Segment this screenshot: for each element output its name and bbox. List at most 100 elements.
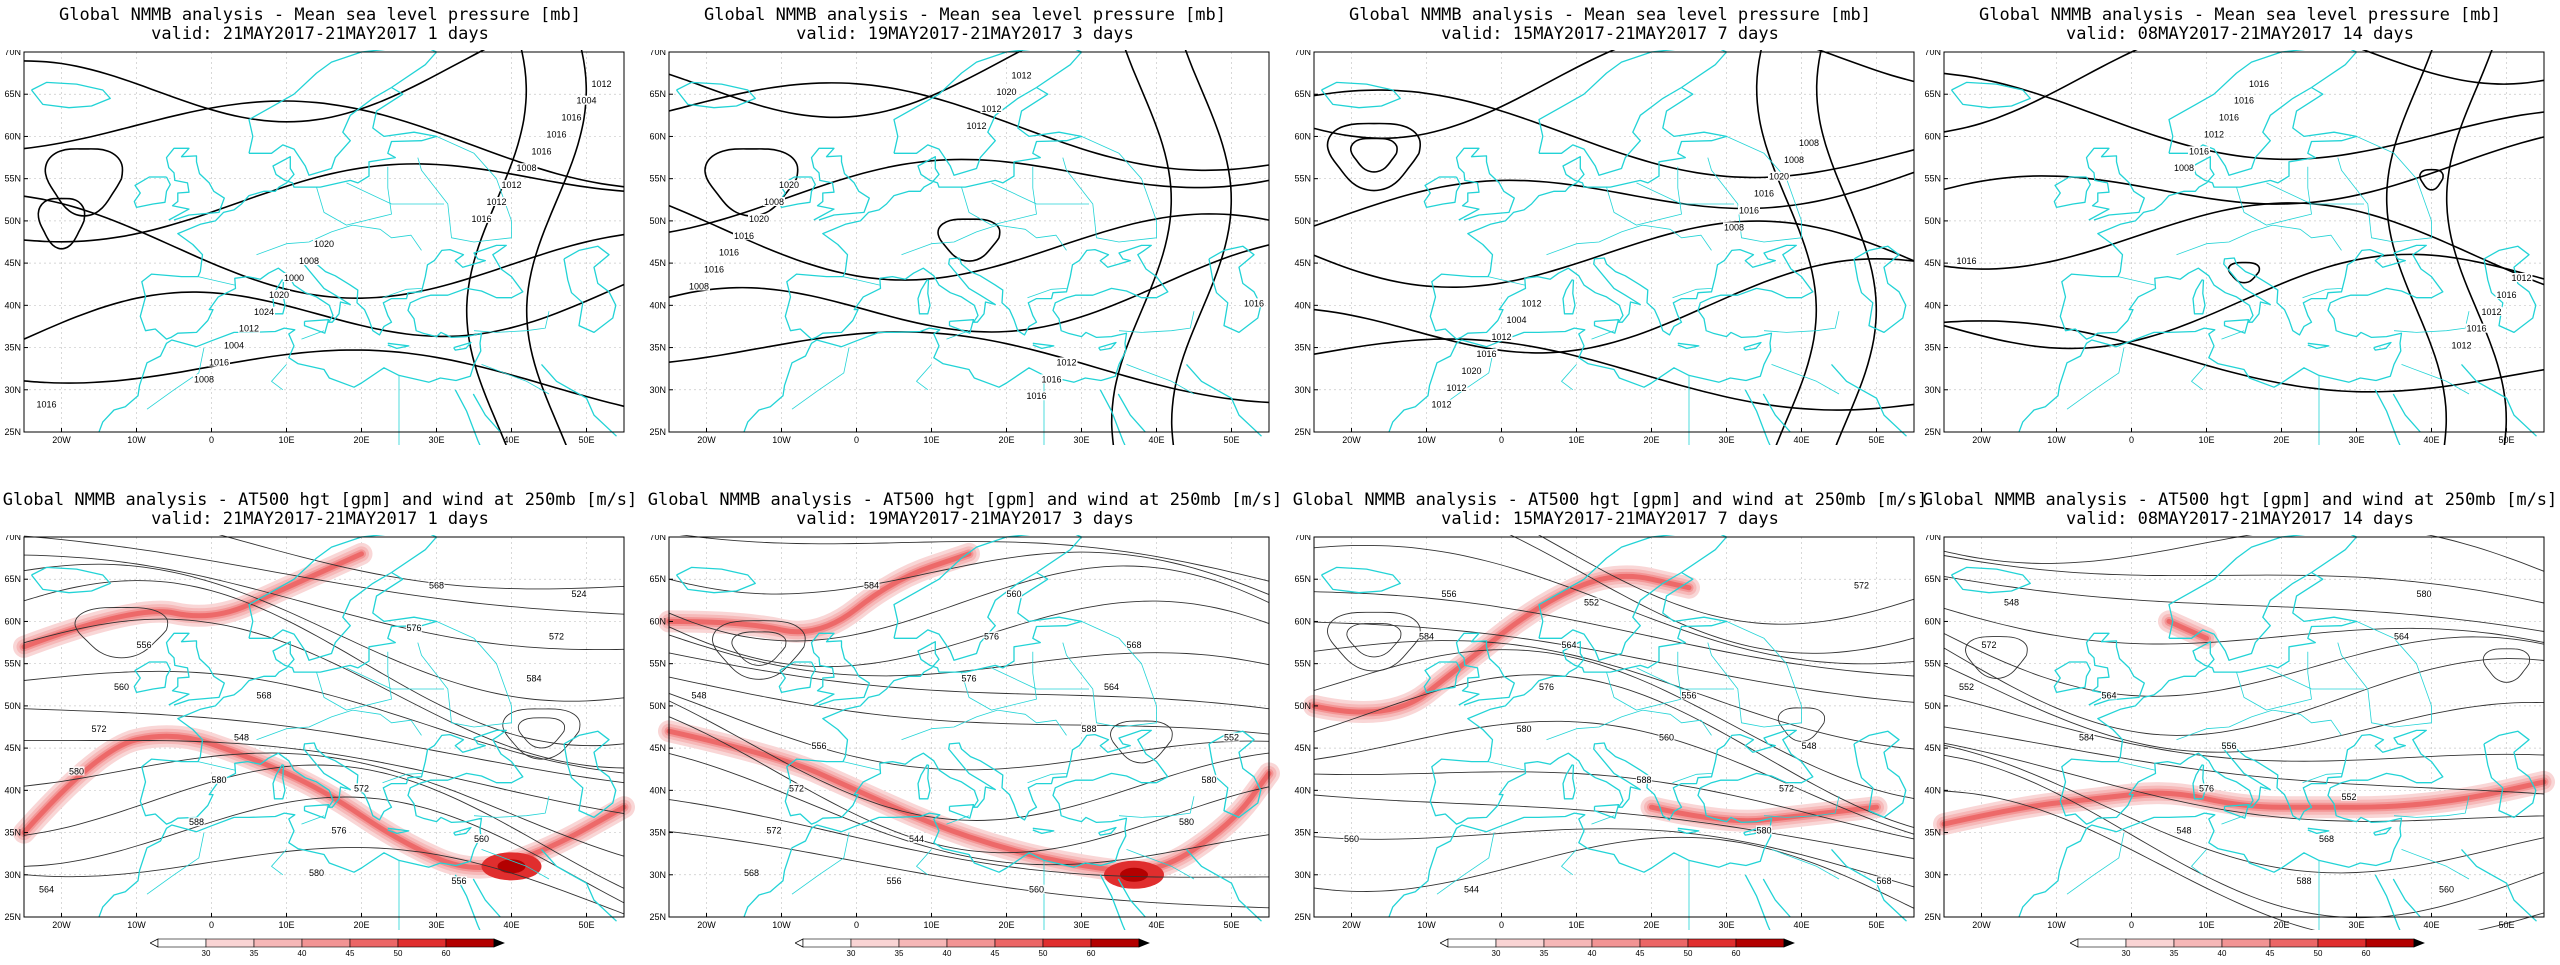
lon-tick-label: 0 bbox=[209, 435, 214, 445]
height-label: 584 bbox=[2079, 733, 2094, 743]
lon-tick-label: 20W bbox=[697, 920, 716, 930]
colorbar-swatch bbox=[2270, 939, 2318, 947]
lat-tick-label: 55N bbox=[1924, 174, 1941, 184]
colorbar-swatch bbox=[158, 939, 206, 947]
lon-tick-label: 10E bbox=[923, 920, 939, 930]
lat-tick-label: 70N bbox=[1294, 50, 1311, 57]
isobar-label: 1020 bbox=[779, 180, 799, 190]
lat-tick-label: 40N bbox=[1924, 785, 1941, 795]
lat-tick-label: 35N bbox=[4, 343, 21, 353]
lon-tick-label: 10W bbox=[772, 920, 791, 930]
isobar-label: 1012 bbox=[591, 79, 611, 89]
height-label: 576 bbox=[1539, 682, 1554, 692]
colorbar-swatch bbox=[1496, 939, 1544, 947]
colorbar-swatch bbox=[803, 939, 851, 947]
colorbar-swatch bbox=[1592, 939, 1640, 947]
colorbar-swatch bbox=[2078, 939, 2126, 947]
lon-tick-label: 20E bbox=[2273, 920, 2289, 930]
lon-tick-label: 20E bbox=[998, 435, 1014, 445]
lon-tick-label: 10W bbox=[2047, 435, 2066, 445]
colorbar-swatch bbox=[1043, 939, 1091, 947]
height-label: 580 bbox=[69, 766, 84, 776]
isobar-label: 1020 bbox=[269, 290, 289, 300]
height-label: 588 bbox=[1081, 724, 1096, 734]
panel-valid: valid: 19MAY2017-21MAY2017 3 days bbox=[645, 25, 1285, 44]
lon-tick-label: 10E bbox=[1568, 920, 1584, 930]
lat-tick-label: 25N bbox=[1294, 912, 1311, 922]
lon-tick-label: 30E bbox=[428, 435, 444, 445]
lat-tick-label: 40N bbox=[1294, 785, 1311, 795]
height-label: 544 bbox=[1464, 885, 1479, 895]
height-label: 568 bbox=[1126, 640, 1141, 650]
lon-tick-label: 10W bbox=[1417, 920, 1436, 930]
lat-tick-label: 35N bbox=[649, 343, 666, 353]
lat-tick-label: 40N bbox=[4, 785, 21, 795]
height-label: 560 bbox=[1029, 885, 1044, 895]
lat-tick-label: 50N bbox=[1294, 216, 1311, 226]
height-label: 576 bbox=[331, 826, 346, 836]
lon-tick-label: 30E bbox=[1718, 920, 1734, 930]
colorbar-label: 50 bbox=[1684, 949, 1693, 958]
height-label: 564 bbox=[2101, 690, 2116, 700]
lon-tick-label: 20W bbox=[1342, 920, 1361, 930]
isobar-label: 1008 bbox=[299, 256, 319, 266]
lon-tick-label: 40E bbox=[503, 435, 519, 445]
colorbar-label: 40 bbox=[943, 949, 952, 958]
lon-tick-label: 30E bbox=[2348, 920, 2364, 930]
colorbar-swatch bbox=[2222, 939, 2270, 947]
panel-title: Global NMMB analysis - AT500 hgt [gpm] a… bbox=[1920, 491, 2560, 510]
isobar-label: 1012 bbox=[501, 180, 521, 190]
z500-panel-3d: Global NMMB analysis - AT500 hgt [gpm] a… bbox=[645, 485, 1285, 965]
lat-tick-label: 30N bbox=[4, 870, 21, 880]
height-label: 524 bbox=[571, 589, 586, 599]
lat-tick-label: 35N bbox=[4, 828, 21, 838]
colorbar-label: 60 bbox=[1732, 949, 1741, 958]
map-frame: 1016102010121008100410001016102010161024… bbox=[0, 50, 640, 445]
isobar-label: 1012 bbox=[1521, 298, 1541, 308]
lat-tick-label: 45N bbox=[1924, 743, 1941, 753]
map-frame: 5565605485445685725605525565645725765805… bbox=[645, 535, 1285, 930]
isobar-label: 1012 bbox=[2451, 341, 2471, 351]
height-label: 568 bbox=[744, 868, 759, 878]
colorbar-label: 45 bbox=[991, 949, 1000, 958]
height-label: 588 bbox=[1636, 775, 1651, 785]
height-label: 580 bbox=[1179, 817, 1194, 827]
isobar-label: 1012 bbox=[1011, 70, 1031, 80]
isobar-label: 1008 bbox=[516, 163, 536, 173]
colorbar-label: 50 bbox=[394, 949, 403, 958]
isobar-label: 1012 bbox=[981, 104, 1001, 114]
isobar-label: 1008 bbox=[1724, 222, 1744, 232]
colorbar-label: 40 bbox=[1588, 949, 1597, 958]
lat-tick-label: 60N bbox=[4, 616, 21, 626]
colorbar-label: 35 bbox=[1540, 949, 1549, 958]
lat-tick-label: 65N bbox=[1294, 89, 1311, 99]
isobar-label: 1000 bbox=[284, 273, 304, 283]
height-label: 556 bbox=[451, 876, 466, 886]
colorbar-right-arrow bbox=[1139, 939, 1149, 947]
lon-tick-label: 40E bbox=[1793, 435, 1809, 445]
panel-title: Global NMMB analysis - Mean sea level pr… bbox=[645, 6, 1285, 25]
isobar-label: 1012 bbox=[1431, 400, 1451, 410]
lat-tick-label: 45N bbox=[1294, 743, 1311, 753]
height-label: 556 bbox=[811, 741, 826, 751]
height-label: 560 bbox=[1659, 733, 1674, 743]
height-label: 568 bbox=[1876, 876, 1891, 886]
lat-tick-label: 25N bbox=[4, 427, 21, 437]
lon-tick-label: 20E bbox=[2273, 435, 2289, 445]
lat-tick-label: 35N bbox=[1294, 828, 1311, 838]
lat-tick-label: 25N bbox=[649, 427, 666, 437]
lat-tick-label: 60N bbox=[1294, 616, 1311, 626]
panel-title: Global NMMB analysis - Mean sea level pr… bbox=[1290, 6, 1930, 25]
panel-valid: valid: 21MAY2017-21MAY2017 1 days bbox=[0, 510, 640, 529]
lon-tick-label: 50E bbox=[1223, 435, 1239, 445]
panel-valid: valid: 21MAY2017-21MAY2017 1 days bbox=[0, 25, 640, 44]
panel-valid: valid: 15MAY2017-21MAY2017 7 days bbox=[1290, 25, 1930, 44]
height-label: 568 bbox=[429, 581, 444, 591]
colorbar-label: 30 bbox=[2122, 949, 2131, 958]
colorbar-label: 35 bbox=[895, 949, 904, 958]
lat-tick-label: 55N bbox=[4, 174, 21, 184]
colorbar-swatch bbox=[1640, 939, 1688, 947]
height-label: 564 bbox=[1104, 682, 1119, 692]
isobar-label: 1016 bbox=[561, 113, 581, 123]
isobar-label: 1016 bbox=[734, 231, 754, 241]
